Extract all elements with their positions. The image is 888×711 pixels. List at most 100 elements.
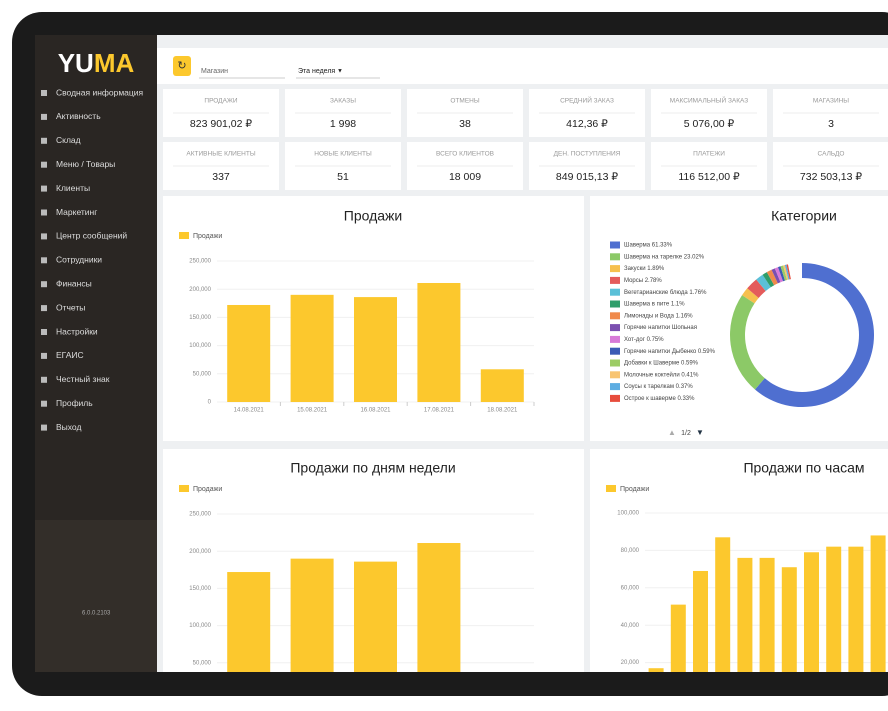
legend-swatch	[610, 359, 620, 367]
kpi-value: 1 998	[330, 118, 356, 130]
kpi-value: 116 512,00 ₽	[678, 171, 740, 183]
legend-label: Хот-дог 0.75%	[624, 337, 664, 343]
screen: YUMA 6.0.0.2103 ↻ Магазин Эта неделя ▼ С…	[35, 35, 888, 672]
donut-segment	[771, 268, 781, 284]
y-tick-label: 250,000	[189, 259, 211, 265]
y-tick-label: 50,000	[193, 371, 212, 377]
kpi-label: ПЛАТЕЖИ	[693, 151, 725, 158]
kpi-label: ВСЕГО КЛИЕНТОВ	[436, 151, 494, 158]
menu-icon	[41, 233, 47, 240]
donut-segment	[742, 288, 759, 304]
kpi-value: 732 503,13 ₽	[800, 171, 862, 183]
legend-swatch	[610, 347, 620, 355]
top-bar	[157, 48, 888, 84]
legend-label: Вегетарианские блюда 1.76%	[624, 290, 707, 296]
bar	[417, 543, 461, 672]
donut-segment	[786, 264, 791, 280]
menu-icon	[41, 376, 47, 383]
legend-label: Закуски 1.89%	[624, 266, 665, 272]
legend-swatch	[610, 335, 620, 343]
legend-label: Продажи	[193, 233, 222, 240]
menu-item: Настройки	[56, 326, 98, 336]
menu-item: Клиенты	[56, 183, 90, 193]
bar	[670, 604, 686, 672]
x-tick-label: 17.08.2021	[424, 408, 455, 414]
donut-segment	[747, 279, 766, 299]
kpi-value: 5 076,00 ₽	[684, 118, 735, 130]
menu-icon	[41, 305, 47, 312]
refresh-button[interactable]	[173, 56, 191, 76]
legend-swatch	[610, 265, 620, 273]
donut-segment	[784, 264, 790, 280]
bar	[826, 546, 842, 672]
legend-swatch	[610, 394, 620, 402]
donut-segment	[783, 265, 789, 280]
legend-label: Продажи	[193, 486, 222, 493]
y-tick-label: 40,000	[621, 623, 640, 629]
kpi-value: 412,36 ₽	[566, 118, 608, 130]
bar	[480, 369, 524, 402]
y-tick-label: 60,000	[621, 585, 640, 591]
y-tick-label: 200,000	[189, 549, 211, 555]
bar	[759, 557, 775, 672]
legend-swatch	[610, 383, 620, 391]
bar	[354, 561, 397, 672]
kpi-label: МАГАЗИНЫ	[813, 98, 849, 105]
y-tick-label: 80,000	[621, 548, 640, 554]
legend-label: Шаверма 61.33%	[624, 243, 673, 249]
pager-label: 1/2	[681, 430, 691, 437]
legend-label: Морсы 2.78%	[624, 278, 662, 284]
legend-label: Продажи	[620, 486, 649, 493]
legend-label: Лимонады и Вода 1.16%	[624, 313, 693, 319]
kpi-label: ДЕН. ПОСТУПЛЕНИЯ	[554, 151, 621, 158]
pager-next[interactable]: ▼	[696, 428, 704, 437]
menu-item: Маркетинг	[56, 207, 97, 217]
store-filter[interactable]: Магазин	[201, 68, 228, 75]
bar	[227, 304, 271, 402]
bar	[290, 558, 334, 672]
x-tick-label: 14.08.2021	[234, 408, 265, 414]
logo-part: MA	[94, 48, 135, 78]
kpi-value: 849 015,13 ₽	[556, 171, 618, 183]
menu-item: Сотрудники	[56, 255, 102, 265]
menu-icon	[41, 137, 47, 144]
donut-segment	[780, 265, 788, 281]
menu-item: Склад	[56, 135, 81, 145]
chart-title: Продажи по часам	[743, 460, 864, 476]
legend-swatch	[610, 288, 620, 296]
legend-label: Горячие напитки Шопьная	[624, 325, 697, 331]
legend-label: Соусы к тарелкам 0.37%	[624, 384, 693, 390]
legend-label: Горячие напитки Дыбенко 0.59%	[624, 349, 716, 355]
legend-swatch	[610, 276, 620, 284]
chart-title: Категории	[771, 208, 837, 224]
legend-swatch	[179, 485, 189, 492]
legend-swatch	[179, 232, 189, 239]
bar	[354, 297, 397, 402]
y-tick-label: 150,000	[189, 586, 211, 592]
x-tick-label: 15.08.2021	[297, 408, 328, 414]
refresh-icon: ↻	[177, 60, 186, 72]
menu-item: Меню / Товары	[56, 159, 115, 169]
legend-swatch	[606, 485, 616, 492]
menu-item: Честный знак	[56, 374, 110, 384]
legend-swatch	[610, 324, 620, 332]
legend-swatch	[610, 300, 620, 308]
kpi-value: 18 009	[449, 171, 481, 183]
bar	[848, 546, 864, 672]
pager-prev[interactable]: ▲	[668, 428, 676, 437]
kpi-label: ПРОДАЖИ	[204, 98, 238, 105]
period-filter[interactable]: Эта неделя	[298, 68, 335, 75]
y-tick-label: 250,000	[189, 512, 211, 518]
menu-item: Отчеты	[56, 302, 85, 312]
legend-label: Шаверма в пите 1.1%	[624, 302, 685, 308]
y-tick-label: 0	[208, 400, 212, 406]
legend-swatch	[610, 371, 620, 379]
donut-segment	[756, 274, 771, 292]
donut-segment	[766, 269, 778, 286]
kpi-value: 337	[212, 171, 230, 183]
menu-icon	[41, 329, 47, 335]
menu-icon	[41, 257, 47, 264]
menu-item: Сводная информация	[56, 87, 144, 97]
legend-swatch	[610, 241, 620, 249]
donut-segment	[774, 267, 783, 283]
